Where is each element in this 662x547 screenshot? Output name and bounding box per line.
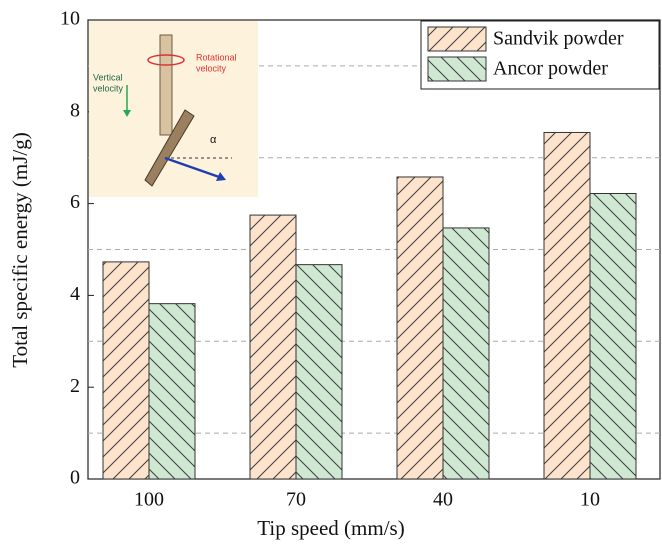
bar xyxy=(102,261,150,480)
y-tick-label: 2 xyxy=(70,375,80,397)
blade xyxy=(144,109,195,187)
legend-label: Sandvik powder xyxy=(493,28,624,50)
bar xyxy=(148,303,196,480)
annotation: velocity xyxy=(93,83,124,93)
inset-diagram: Rotational velocity Vertical velocity α xyxy=(89,21,258,197)
bar xyxy=(543,131,591,480)
bar xyxy=(295,264,343,480)
annotation: Rotational xyxy=(196,52,237,62)
legend-swatch xyxy=(427,26,487,52)
x-tick-label: 100 xyxy=(134,489,164,511)
annotation: velocity xyxy=(196,63,227,73)
y-tick-label: 8 xyxy=(70,99,80,121)
velocity-arrow xyxy=(164,156,223,180)
y-tick-label: 4 xyxy=(70,283,80,305)
legend-swatch xyxy=(427,56,487,82)
y-axis-title: Total specific energy (mJ/g) xyxy=(8,132,32,367)
rotation-arrow xyxy=(147,54,185,66)
bar xyxy=(396,176,444,480)
annotation: α xyxy=(210,134,217,146)
shaft xyxy=(159,34,173,136)
x-tick-label: 40 xyxy=(433,489,453,511)
annotation: Vertical xyxy=(93,72,123,82)
x-tick-label: 10 xyxy=(580,489,600,511)
y-tick-label: 6 xyxy=(70,191,80,213)
y-tick-label: 0 xyxy=(70,467,80,489)
bar xyxy=(442,227,490,480)
legend-label: Ancor powder xyxy=(493,58,608,80)
x-tick-label: 70 xyxy=(286,489,306,511)
plot-area: 0 2 4 6 8 10 100 70 40 10 Sandvik powder Ancor powd… xyxy=(60,8,661,511)
bar xyxy=(589,193,637,480)
y-tick-label: 10 xyxy=(60,8,80,30)
x-axis-title: Tip speed (mm/s) xyxy=(257,516,404,540)
inset-background xyxy=(89,21,258,197)
arrow-head xyxy=(216,172,226,181)
arrow-head xyxy=(123,110,131,117)
bar xyxy=(249,214,297,480)
